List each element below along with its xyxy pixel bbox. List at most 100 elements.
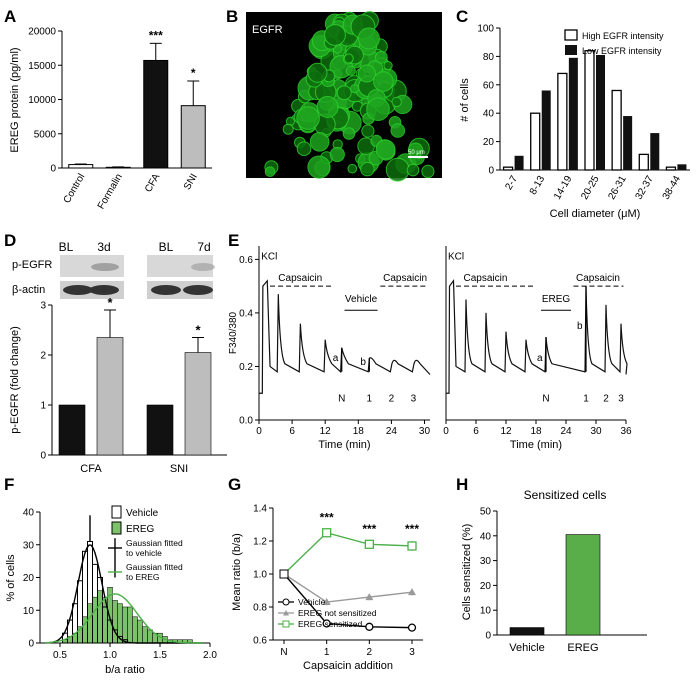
- chart-d-bar: [184, 352, 212, 456]
- chart-g-line: [283, 573, 413, 603]
- chart-g-xlabel: Capsaicin addition: [303, 660, 393, 672]
- neuron-cell: [390, 123, 406, 138]
- chart-g-line: [283, 531, 413, 575]
- chart-f-bar-ereg: [122, 606, 128, 644]
- chart-d-bar: [96, 337, 124, 456]
- legend-swatch-ereg: [111, 521, 122, 535]
- neuron-cell: [264, 166, 276, 177]
- neuron-cell: [296, 106, 320, 130]
- chart-e-y-tick-label: 0.2: [239, 362, 253, 373]
- chart-f-bar-ereg: [87, 603, 93, 644]
- chart-e-y-tick-label: 0.0: [239, 416, 253, 427]
- neuron-cell: [316, 96, 339, 118]
- calcium-trace: [446, 279, 628, 394]
- neuron-cell: [347, 163, 358, 174]
- chart-c-y-tick-label: 0: [488, 166, 494, 177]
- chart-c-bar-high: [502, 166, 514, 171]
- chart-a-bar: [143, 59, 169, 169]
- trace-x-tick-label: 18: [530, 426, 542, 437]
- chart-c-bar-low: [650, 133, 660, 170]
- chart-g-y-tick-label: 1.0: [253, 570, 267, 581]
- trace-label-n: N: [542, 393, 549, 404]
- chart-c-bar-high: [611, 89, 622, 171]
- chart-f-x-tick-label: 1.0: [103, 650, 117, 661]
- legend-label-vehicle: Vehicle: [126, 508, 159, 519]
- gaussian-vehicle: [44, 544, 203, 644]
- chart-d-significance: *: [195, 323, 201, 338]
- chart-c-bar-high: [530, 112, 541, 171]
- chart-a-x-label: CFA: [143, 172, 162, 195]
- chart-a-y-tick-label: 15000: [28, 61, 56, 72]
- chart-g-significance: ***: [405, 522, 419, 536]
- panel-letter-a: A: [4, 7, 16, 26]
- chart-a-bar: [68, 164, 94, 169]
- chart-f-bar-ereg: [97, 590, 103, 644]
- chart-h-x-label: Vehicle: [509, 642, 544, 654]
- chart-g-y-tick-label: 0.6: [253, 636, 267, 647]
- lane-cfa-3d: 3d: [97, 240, 110, 254]
- blot-label-p-egfr: p-EGFR: [12, 259, 52, 271]
- neuron-cell: [361, 124, 375, 138]
- neuron-cell: [366, 97, 390, 121]
- chart-g-point: [408, 588, 416, 596]
- chart-f-x-tick-label: 0.5: [53, 650, 67, 661]
- trace-xlabel: Time (min): [318, 439, 370, 451]
- chart-h-y-tick-label: 0: [485, 631, 491, 642]
- chart-h-y-tick-label: 50: [480, 507, 492, 518]
- trace-x-tick-label: 24: [560, 426, 572, 437]
- neuron-cell: [374, 50, 388, 64]
- chart-d-y-tick-label: 0: [40, 451, 46, 462]
- chart-c-y-tick-label: 80: [483, 52, 495, 63]
- chart-e-y-tick-label: 0.4: [239, 308, 253, 319]
- chart-a-y-tick-label: 0: [50, 164, 56, 175]
- trace-label-1: 1: [583, 393, 589, 404]
- neuron-cell: [406, 163, 420, 177]
- chart-a-x-label: Control: [62, 172, 88, 205]
- chart-c-x-label: 8-13: [528, 174, 548, 197]
- chart-c-bar-high: [584, 50, 595, 171]
- trace-label-2: 2: [389, 393, 395, 404]
- chart-c-y-tick-label: 40: [483, 109, 495, 120]
- chart-h-title: Sensitized cells: [524, 488, 607, 502]
- chart-g-legend-marker: [282, 620, 290, 628]
- chart-d-group-label: CFA: [80, 463, 102, 475]
- trace-label-treatment: Vehicle: [345, 294, 378, 305]
- chart-a-ylabel: EREG protein (pg/ml): [9, 47, 21, 152]
- chart-h-y-tick-label: 30: [480, 556, 492, 567]
- chart-c-bar-low: [677, 164, 687, 170]
- chart-h-y-tick-label: 20: [480, 581, 492, 592]
- chart-g-legend-label: EREG not sensitized: [298, 608, 377, 618]
- scale-bar-label: 50 μm: [408, 150, 425, 156]
- egfr-image-label: EGFR: [252, 24, 283, 36]
- legend-label-fit-ereg: Gaussian fitted: [126, 562, 183, 572]
- panel-letter-h: H: [456, 475, 468, 494]
- chart-g-line: [283, 573, 413, 629]
- neuron-cell: [282, 123, 294, 135]
- blot-label-beta-actin: β-actin: [12, 284, 45, 296]
- panel-letter-b: B: [226, 7, 238, 26]
- trace-label-b: b: [360, 357, 366, 368]
- trace-label-3: 3: [411, 393, 417, 404]
- neuron-cell: [329, 146, 345, 163]
- chart-h-bar: [509, 627, 545, 636]
- chart-c-x-label: 20-25: [579, 174, 602, 202]
- chart-g-legend-label: Vehicle: [298, 597, 326, 607]
- chart-f-bar-ereg: [137, 619, 143, 644]
- chart-g-point: [407, 541, 417, 551]
- chart-f-bar-vehicle: [122, 639, 128, 644]
- trace-label-kcl: KCl: [261, 251, 277, 262]
- chart-g-y-tick-label: 1.4: [253, 504, 267, 515]
- chart-c-xlabel: Cell diameter (μM): [550, 208, 641, 220]
- chart-g-legend-label: EREG sensitized: [298, 619, 363, 629]
- trace-label-n: N: [338, 393, 345, 404]
- chart-f-bar-ereg: [147, 629, 153, 644]
- trace-x-tick-label: 18: [353, 426, 365, 437]
- chart-g-point-n: [279, 569, 289, 579]
- chart-a-y-tick-label: 10000: [28, 95, 56, 106]
- panel-letter-f: F: [4, 475, 14, 494]
- chart-f-bar-ereg: [132, 616, 138, 644]
- chart-c-x-label: 14-19: [552, 174, 575, 202]
- chart-d-bar: [146, 404, 174, 456]
- chart-g-y-tick-label: 1.2: [253, 537, 267, 548]
